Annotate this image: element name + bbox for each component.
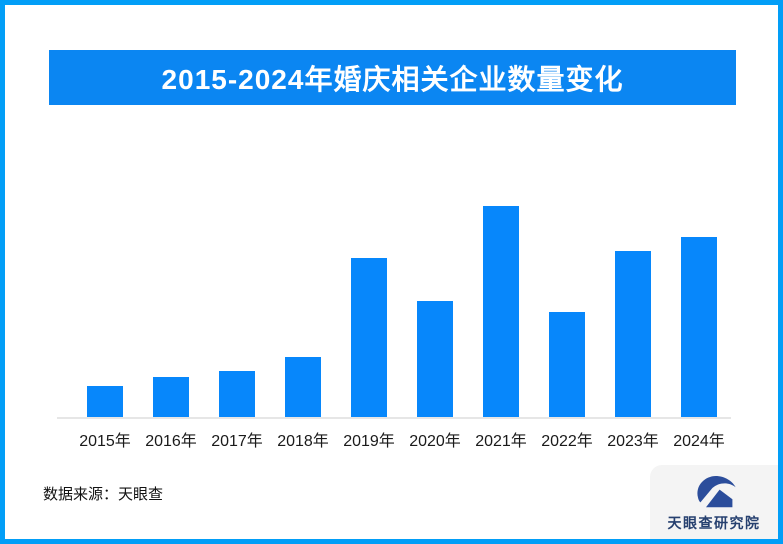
bar-2017 <box>219 371 255 417</box>
bar-2020 <box>417 301 453 417</box>
x-axis-label: 2016年 <box>145 433 197 450</box>
plot-area <box>57 200 731 419</box>
x-axis-label: 2023年 <box>607 433 659 450</box>
bar-2016 <box>153 377 189 417</box>
x-axis-label: 2015年 <box>79 433 131 450</box>
bar-2024 <box>681 237 717 417</box>
bar-2023 <box>615 251 651 417</box>
logo-text: 天眼查研究院 <box>667 514 761 531</box>
x-axis-label: 2022年 <box>541 433 593 450</box>
bar-2019 <box>351 258 387 417</box>
x-axis-label: 2020年 <box>409 433 461 450</box>
bar-2021 <box>483 206 519 417</box>
x-axis-label: 2021年 <box>475 433 527 450</box>
x-axis-label: 2017年 <box>211 433 263 450</box>
bar-2022 <box>549 312 585 417</box>
x-axis-labels: 2015年 2016年 2017年 2018年 2019年 2020年 2021年 2022年… <box>57 427 731 450</box>
title-banner: 2015-2024年婚庆相关企业数量变化 <box>49 50 736 105</box>
data-source-caption: 数据来源：天眼查 <box>43 486 164 503</box>
x-axis-label: 2024年 <box>673 433 725 450</box>
tianyancha-logo-icon <box>697 475 736 507</box>
bar-2018 <box>285 357 321 417</box>
x-axis-label: 2018年 <box>277 433 329 450</box>
x-axis-label: 2019年 <box>343 433 395 450</box>
logo-card: 天眼查研究院 <box>650 465 778 539</box>
chart-title: 2015-2024年婚庆相关企业数量变化 <box>161 63 624 95</box>
bar-2015 <box>87 386 123 417</box>
